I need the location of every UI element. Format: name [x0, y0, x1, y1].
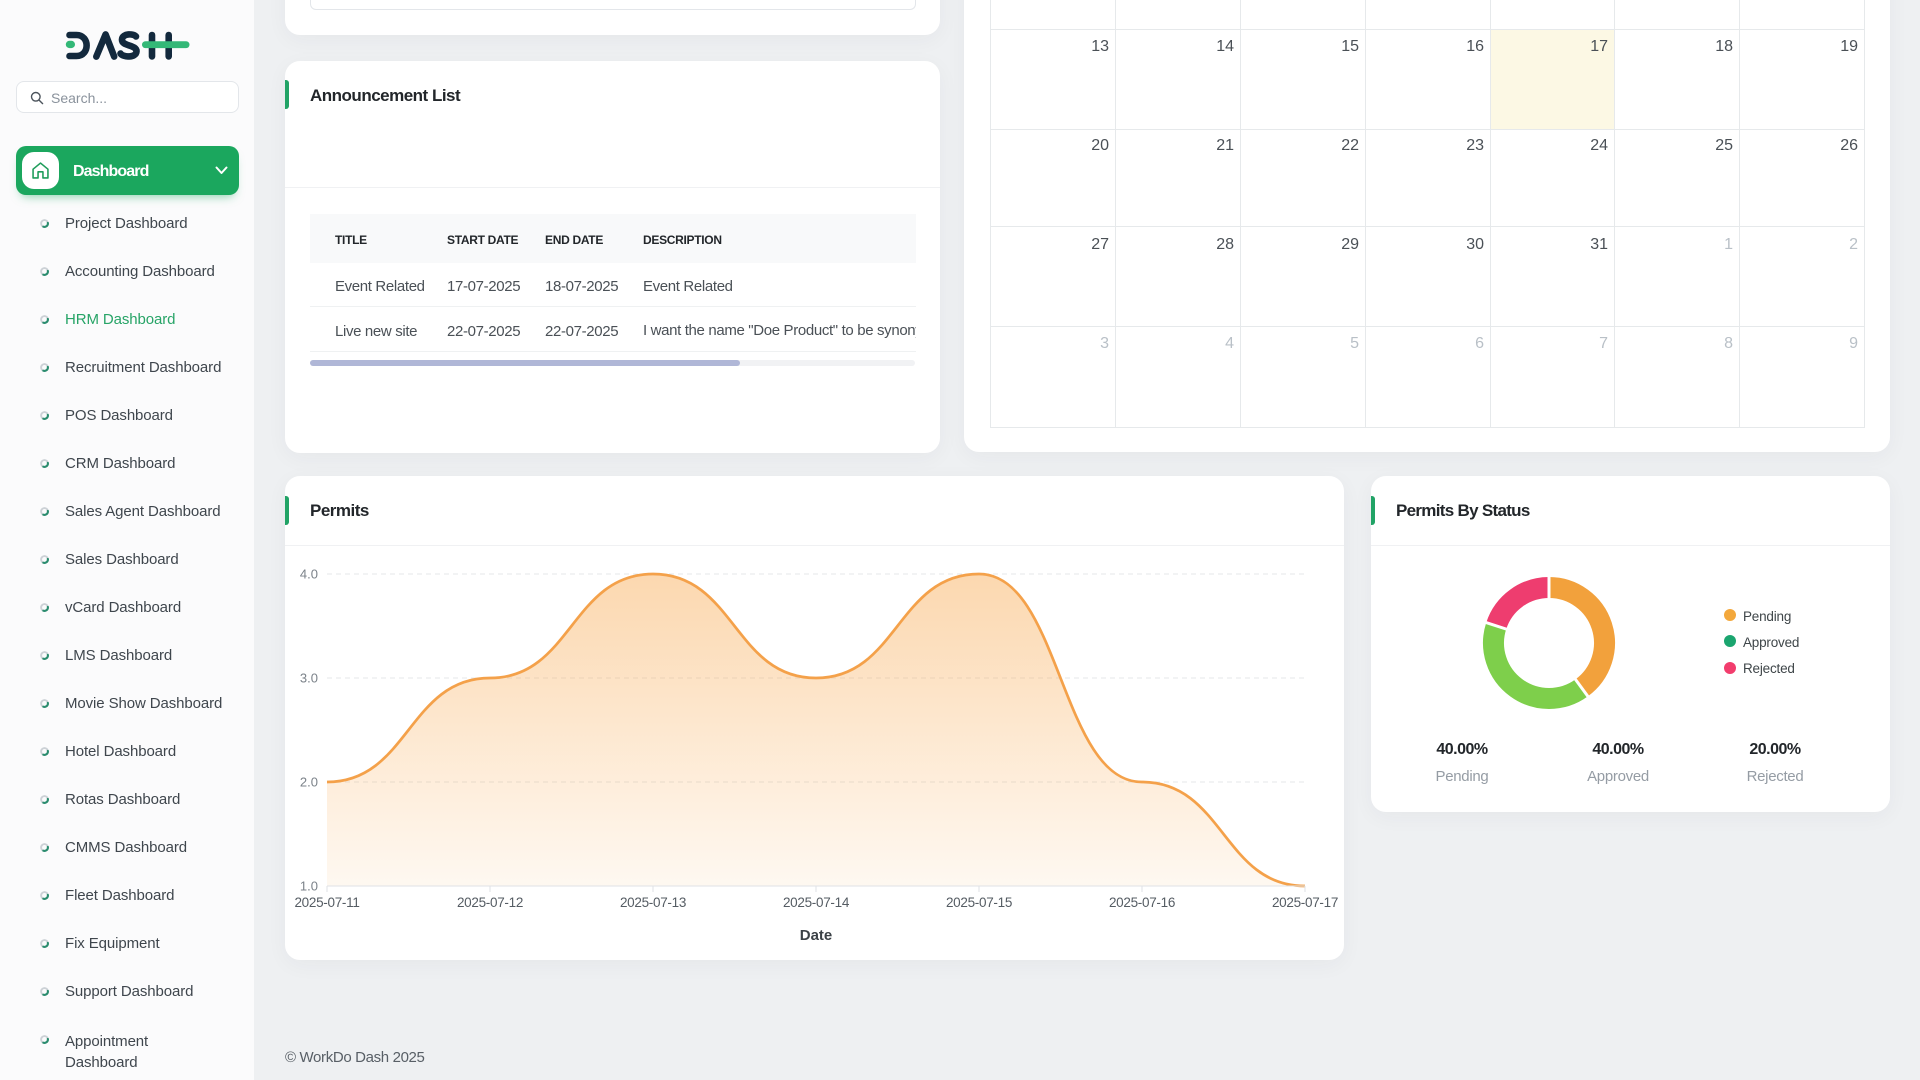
svg-text:2.0: 2.0	[300, 775, 318, 790]
svg-text:2025-07-15: 2025-07-15	[946, 895, 1012, 910]
svg-text:1.0: 1.0	[300, 879, 318, 894]
svg-text:2025-07-16: 2025-07-16	[1109, 895, 1175, 910]
svg-text:Date: Date	[800, 927, 833, 944]
svg-text:2025-07-14: 2025-07-14	[783, 895, 850, 910]
svg-text:2025-07-17: 2025-07-17	[1272, 895, 1338, 910]
svg-text:2025-07-12: 2025-07-12	[457, 895, 523, 910]
svg-text:2025-07-13: 2025-07-13	[620, 895, 686, 910]
svg-text:4.0: 4.0	[300, 567, 318, 582]
svg-text:3.0: 3.0	[300, 671, 318, 686]
svg-text:2025-07-11: 2025-07-11	[294, 895, 359, 910]
